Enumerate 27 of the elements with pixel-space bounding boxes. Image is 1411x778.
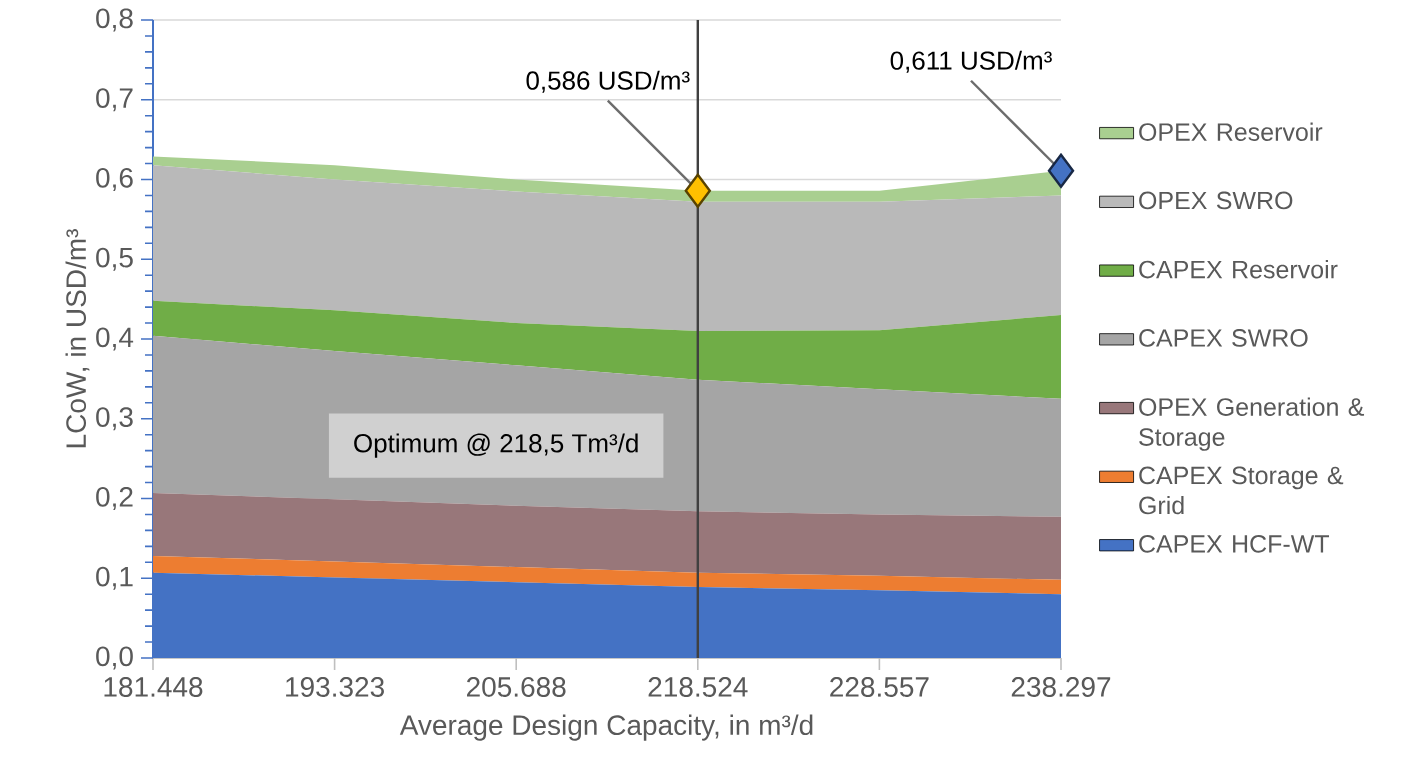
y-tick-label: 0,0	[96, 646, 133, 670]
x-tick-label: 193.323	[286, 677, 384, 697]
x-tick-label: 205.688	[467, 677, 566, 697]
ref-line-label: Optimum @ 218,5 Tm³/d	[354, 433, 638, 458]
y-tick-label: 0,2	[96, 486, 133, 511]
legend-label: CAPEX HCF-WT	[1139, 535, 1330, 553]
legend-label: CAPEX Storage & Grid	[1139, 466, 1344, 515]
x-tick-label: 218.524	[648, 677, 748, 697]
x-tick-label: 228.557	[830, 677, 929, 697]
legend-label: OPEX Generation & Storage	[1139, 397, 1365, 451]
legend-label: OPEX Reservoir	[1139, 122, 1323, 141]
legend-label: CAPEX SWRO	[1139, 329, 1308, 347]
x-tick-label: 181.448	[104, 677, 203, 697]
y-axis-title: LCoW, in USD/m³	[65, 229, 90, 448]
y-tick-label: 0,6	[96, 167, 133, 192]
legend-label: CAPEX Reservoir	[1139, 260, 1338, 279]
annotation: 0,586 USD/m³	[526, 70, 690, 93]
y-tick-label: 0,4	[96, 327, 134, 351]
y-tick-label: 0,8	[96, 8, 133, 32]
y-tick-label: 0,1	[96, 566, 133, 590]
annotation: 0,611 USD/m³	[890, 50, 1052, 73]
y-tick-label: 0,7	[96, 88, 133, 112]
y-tick-label: 0,5	[96, 247, 133, 271]
x-axis-title: Average Design Capacity, in m³/d	[399, 714, 813, 741]
legend-label: OPEX SWRO	[1139, 191, 1293, 210]
y-tick-label: 0,3	[96, 407, 133, 431]
x-tick-label: 238.297	[1011, 677, 1111, 697]
